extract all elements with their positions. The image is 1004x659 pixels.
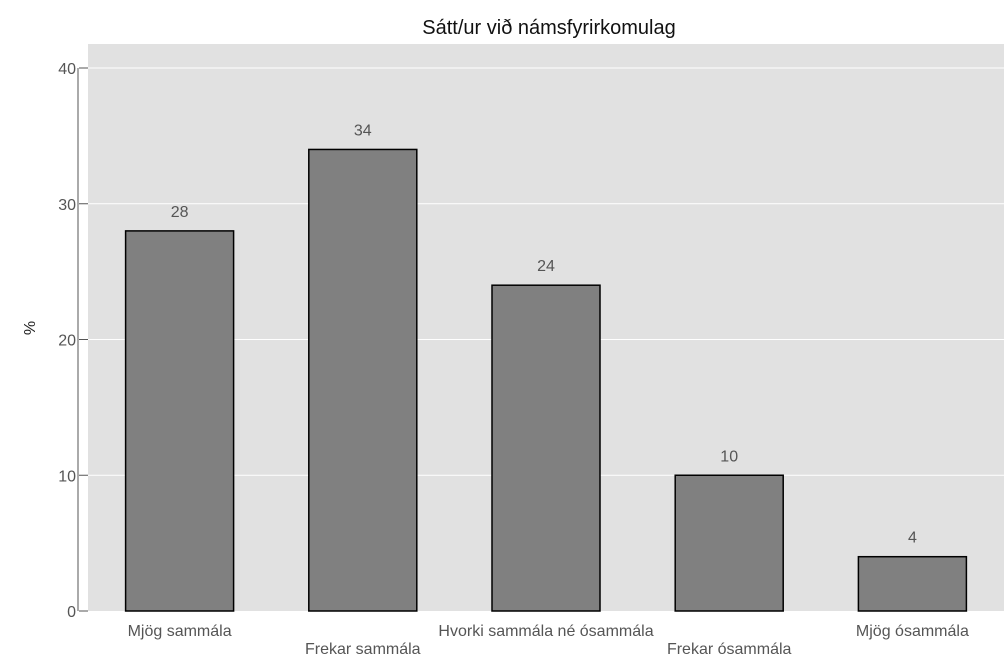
x-axis-labels: Mjög sammála Frekar sammála Hvorki sammála… xyxy=(128,623,969,658)
bar-value-label: 34 xyxy=(354,122,372,139)
bar xyxy=(124,230,235,612)
y-tick-label: 10 xyxy=(58,468,76,485)
y-axis-label: % xyxy=(20,321,37,335)
data-labels: 28 34 24 10 4 xyxy=(171,122,917,546)
bar-value-label: 4 xyxy=(908,530,917,547)
y-tick-label: 0 xyxy=(67,604,76,621)
bar-value-label: 24 xyxy=(537,258,555,275)
chart-title: Sátt/ur við námsfyrirkomulag xyxy=(422,17,675,39)
y-tick-label: 40 xyxy=(58,61,76,78)
x-category-label: Frekar ósammála xyxy=(667,641,792,658)
y-axis-ticks: 0 10 20 30 40 xyxy=(58,61,88,621)
bar-value-label: 28 xyxy=(171,204,189,221)
bar xyxy=(308,148,418,612)
bar-value-label: 10 xyxy=(720,448,738,465)
y-tick-label: 30 xyxy=(58,197,76,214)
x-category-label: Hvorki sammála né ósammála xyxy=(438,623,653,640)
y-tick-label: 20 xyxy=(58,333,76,350)
x-category-label: Mjög ósammála xyxy=(856,623,969,640)
x-category-label: Frekar sammála xyxy=(305,641,421,658)
bars xyxy=(124,148,968,612)
bar xyxy=(857,555,968,612)
bar xyxy=(491,284,601,612)
x-category-label: Mjög sammála xyxy=(128,623,232,640)
bar xyxy=(674,474,784,612)
